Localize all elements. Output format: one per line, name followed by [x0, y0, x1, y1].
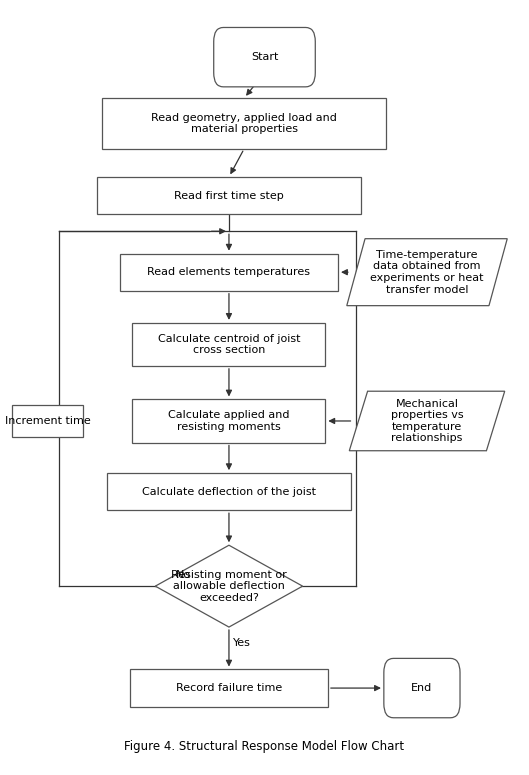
FancyBboxPatch shape — [132, 399, 325, 443]
Text: Mechanical
properties vs
temperature
relationships: Mechanical properties vs temperature rel… — [391, 398, 463, 443]
Text: Figure 4. Structural Response Model Flow Chart: Figure 4. Structural Response Model Flow… — [124, 739, 405, 753]
Text: Calculate applied and
resisting moments: Calculate applied and resisting moments — [168, 410, 290, 432]
FancyBboxPatch shape — [132, 322, 325, 366]
FancyBboxPatch shape — [102, 98, 386, 149]
FancyBboxPatch shape — [384, 659, 460, 718]
Text: Read geometry, applied load and
material properties: Read geometry, applied load and material… — [151, 112, 337, 134]
Text: Record failure time: Record failure time — [176, 683, 282, 693]
FancyBboxPatch shape — [97, 177, 361, 214]
Text: Calculate centroid of joist
cross section: Calculate centroid of joist cross sectio… — [158, 333, 300, 355]
Text: Time-temperature
data obtained from
experiments or heat
transfer model: Time-temperature data obtained from expe… — [370, 250, 484, 294]
FancyBboxPatch shape — [214, 27, 315, 87]
Text: Increment time: Increment time — [5, 416, 90, 426]
FancyBboxPatch shape — [130, 670, 328, 707]
FancyBboxPatch shape — [12, 405, 83, 436]
FancyBboxPatch shape — [120, 253, 338, 291]
Text: End: End — [412, 683, 433, 693]
Text: Read elements temperatures: Read elements temperatures — [148, 267, 311, 277]
Text: Read first time step: Read first time step — [174, 191, 284, 201]
FancyBboxPatch shape — [107, 473, 351, 510]
Text: Start: Start — [251, 52, 278, 62]
Text: Yes: Yes — [233, 639, 251, 649]
Polygon shape — [349, 391, 505, 451]
Text: Resisting moment or
allowable deflection
exceeded?: Resisting moment or allowable deflection… — [171, 570, 287, 603]
Polygon shape — [347, 239, 507, 305]
Text: No: No — [176, 570, 191, 580]
Polygon shape — [156, 546, 303, 627]
Text: Calculate deflection of the joist: Calculate deflection of the joist — [142, 487, 316, 497]
